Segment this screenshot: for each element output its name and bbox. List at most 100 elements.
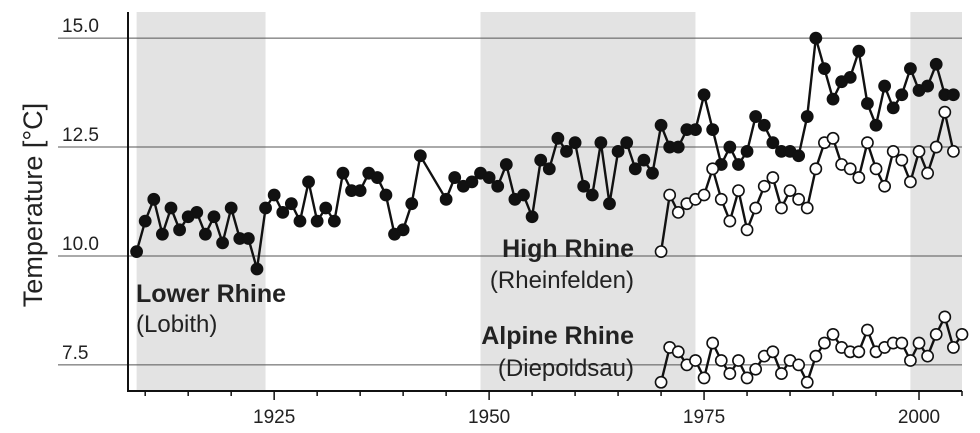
data-point-high-rhine-1975: [697, 188, 711, 202]
data-point-alpine-rhine-1998: [895, 336, 909, 350]
y-tick-label-10.0: 10.0: [62, 234, 99, 255]
data-point-alpine-rhine-2005: [955, 327, 969, 341]
data-point-lower-rhine-1928: [293, 214, 307, 228]
data-point-alpine-rhine-1984: [775, 367, 788, 380]
series-sublabel-high-rhine: (Rheinfelden): [490, 267, 634, 294]
series-lower-rhine: [130, 31, 960, 276]
data-point-alpine-rhine-1974: [689, 354, 702, 367]
data-point-lower-rhine-1997: [886, 101, 900, 115]
data-point-lower-rhine-1988: [809, 31, 823, 45]
data-point-lower-rhine-1955: [525, 210, 539, 224]
data-point-lower-rhine-1966: [620, 136, 634, 150]
data-point-high-rhine-1997: [886, 145, 900, 158]
data-point-lower-rhine-1930: [310, 214, 324, 228]
data-point-lower-rhine-1918: [207, 210, 221, 224]
data-point-lower-rhine-2002: [929, 57, 943, 71]
data-point-high-rhine-1988: [809, 162, 823, 176]
series-label-lower-rhine: Lower Rhine: [136, 280, 286, 308]
data-point-high-rhine-1970: [654, 245, 668, 258]
data-point-alpine-rhine-1972: [671, 345, 685, 359]
data-point-alpine-rhine-2004: [947, 341, 960, 354]
data-point-lower-rhine-1967: [628, 162, 642, 176]
data-point-lower-rhine-1975: [697, 88, 711, 102]
data-point-lower-rhine-1935: [353, 184, 367, 198]
data-point-lower-rhine-1976: [706, 123, 720, 137]
data-point-high-rhine-1994: [861, 136, 874, 150]
data-point-lower-rhine-1909: [130, 245, 143, 258]
x-tick-label-1950: 1950: [468, 407, 510, 428]
data-point-high-rhine-1982: [757, 179, 771, 193]
data-point-alpine-rhine-1976: [706, 336, 720, 350]
series-layer: [130, 31, 969, 389]
data-point-lower-rhine-1978: [723, 140, 737, 154]
data-point-lower-rhine-1972: [671, 140, 685, 154]
data-point-high-rhine-1981: [749, 201, 763, 215]
data-point-lower-rhine-1981: [749, 110, 763, 123]
data-point-alpine-rhine-1989: [818, 336, 831, 350]
data-point-alpine-rhine-1999: [904, 354, 917, 367]
data-point-lower-rhine-1927: [284, 197, 298, 211]
data-point-lower-rhine-1926: [276, 205, 290, 219]
data-point-high-rhine-1984: [775, 201, 788, 215]
data-point-lower-rhine-1986: [792, 149, 806, 163]
data-point-lower-rhine-1979: [732, 158, 745, 171]
data-point-lower-rhine-1962: [585, 188, 599, 202]
data-point-high-rhine-1996: [878, 179, 892, 193]
data-point-lower-rhine-1992: [843, 70, 857, 84]
data-point-lower-rhine-1912: [155, 227, 169, 241]
data-point-lower-rhine-1993: [852, 44, 866, 58]
x-tick-label-2000: 2000: [898, 407, 940, 428]
data-point-high-rhine-2004: [947, 145, 960, 158]
data-point-alpine-rhine-1987: [800, 375, 814, 389]
data-point-lower-rhine-1990: [826, 92, 840, 106]
data-point-lower-rhine-1959: [560, 145, 573, 158]
data-point-lower-rhine-1980: [740, 145, 754, 158]
data-point-alpine-rhine-2002: [929, 327, 943, 341]
y-tick-label-15.0: 15.0: [62, 16, 99, 37]
series-alpine-rhine: [654, 310, 969, 389]
data-point-lower-rhine-1963: [594, 136, 608, 150]
data-point-lower-rhine-1951: [491, 179, 505, 193]
data-point-alpine-rhine-1983: [766, 345, 780, 359]
data-point-lower-rhine-1987: [800, 110, 814, 123]
data-point-lower-rhine-1965: [611, 145, 625, 158]
data-point-high-rhine-1983: [766, 171, 780, 184]
data-point-high-rhine-1986: [792, 192, 806, 206]
data-point-lower-rhine-2004: [947, 88, 960, 102]
data-point-high-rhine-2003: [938, 105, 952, 119]
y-tick-label-12.5: 12.5: [62, 125, 99, 146]
data-point-lower-rhine-1931: [319, 201, 333, 215]
data-point-lower-rhine-1942: [413, 149, 427, 163]
data-point-lower-rhine-1911: [147, 192, 161, 206]
data-point-high-rhine-1992: [843, 162, 857, 176]
data-point-lower-rhine-1938: [379, 188, 393, 202]
series-line-lower-rhine: [135, 36, 954, 271]
data-point-lower-rhine-1982: [757, 118, 771, 132]
series-label-high-rhine: High Rhine: [502, 235, 634, 263]
data-point-lower-rhine-1994: [861, 97, 874, 110]
axes: 15.0 12.5 10.0 7.5 1925 1950 1975 2000: [62, 12, 963, 428]
data-point-lower-rhine-1914: [173, 223, 186, 237]
data-point-high-rhine-1971: [663, 188, 677, 202]
data-point-alpine-rhine-2003: [938, 310, 952, 324]
data-point-lower-rhine-1913: [164, 201, 178, 215]
data-point-lower-rhine-1983: [766, 136, 780, 150]
data-point-alpine-rhine-1979: [732, 354, 745, 367]
data-point-lower-rhine-1961: [577, 179, 591, 193]
x-tick-label-1925: 1925: [253, 407, 295, 428]
data-point-lower-rhine-1999: [904, 62, 917, 76]
data-point-lower-rhine-1937: [370, 171, 384, 184]
data-point-lower-rhine-1946: [448, 171, 462, 184]
series-sublabel-alpine-rhine: (Diepoldsau): [498, 355, 634, 382]
data-point-high-rhine-1987: [800, 201, 814, 215]
data-point-lower-rhine-1924: [259, 201, 272, 215]
data-point-lower-rhine-1968: [637, 153, 651, 167]
data-point-lower-rhine-1954: [517, 188, 530, 202]
data-point-high-rhine-1990: [826, 131, 840, 145]
data-point-lower-rhine-1964: [603, 197, 616, 211]
data-point-lower-rhine-1923: [250, 262, 264, 276]
data-point-high-rhine-1980: [740, 223, 754, 237]
data-point-high-rhine-2001: [921, 166, 935, 180]
data-point-lower-rhine-1957: [542, 162, 556, 176]
data-point-alpine-rhine-1988: [809, 349, 823, 363]
